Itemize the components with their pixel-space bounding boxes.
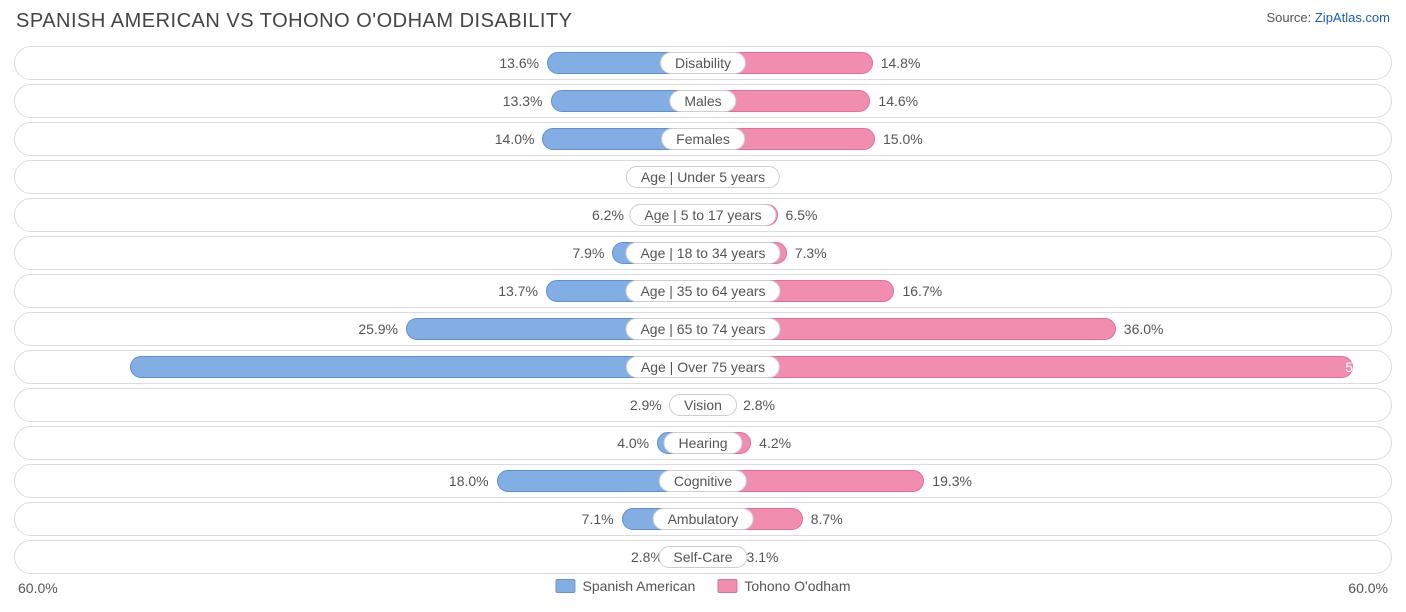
category-label: Age | 18 to 34 years xyxy=(625,242,780,264)
category-label: Hearing xyxy=(663,432,742,454)
category-label: Cognitive xyxy=(659,470,747,492)
category-label: Disability xyxy=(660,52,746,74)
category-label: Age | 35 to 64 years xyxy=(625,280,780,302)
value-left: 50.0% xyxy=(21,359,61,375)
category-label: Males xyxy=(669,90,736,112)
bar-left xyxy=(130,356,703,378)
value-right: 3.1% xyxy=(747,549,779,565)
diverging-bar-chart: 13.6% 14.8% Disability 13.3% 14.6% Males 14.0%… xyxy=(14,46,1392,574)
source-link[interactable]: ZipAtlas.com xyxy=(1315,10,1390,25)
legend-item-right: Tohono O'odham xyxy=(717,578,850,594)
axis-max-left: 60.0% xyxy=(18,580,58,596)
chart-row: 13.6% 14.8% Disability xyxy=(14,46,1392,80)
value-left: 4.0% xyxy=(617,435,649,451)
source-prefix: Source: xyxy=(1266,10,1314,25)
legend-label-right: Tohono O'odham xyxy=(744,578,850,594)
value-left: 6.2% xyxy=(592,207,624,223)
value-right: 2.8% xyxy=(743,397,775,413)
value-left: 13.6% xyxy=(499,55,539,71)
value-right: 19.3% xyxy=(932,473,972,489)
chart-row: 2.9% 2.8% Vision xyxy=(14,388,1392,422)
value-left: 13.3% xyxy=(503,93,543,109)
chart-row: 50.0% 56.7% Age | Over 75 years xyxy=(14,350,1392,384)
legend-swatch-left xyxy=(555,579,575,593)
value-right: 56.7% xyxy=(1345,359,1385,375)
chart-row: 1.1%2.2%Age | Under 5 years xyxy=(14,160,1392,194)
value-left: 7.9% xyxy=(573,245,605,261)
category-label: Self-Care xyxy=(658,546,747,568)
category-label: Ambulatory xyxy=(653,508,754,530)
chart-legend: Spanish American Tohono O'odham xyxy=(555,578,850,594)
category-label: Age | Under 5 years xyxy=(626,166,780,188)
chart-container: SPANISH AMERICAN VS TOHONO O'ODHAM DISAB… xyxy=(0,0,1406,612)
legend-label-left: Spanish American xyxy=(582,578,695,594)
axis-max-right: 60.0% xyxy=(1348,580,1388,596)
chart-row: 2.8%3.1%Self-Care xyxy=(14,540,1392,574)
chart-row: 7.9% 7.3% Age | 18 to 34 years xyxy=(14,236,1392,270)
value-right: 4.2% xyxy=(759,435,791,451)
value-right: 8.7% xyxy=(811,511,843,527)
value-right: 7.3% xyxy=(795,245,827,261)
chart-source: Source: ZipAtlas.com xyxy=(1266,10,1390,25)
category-label: Females xyxy=(661,128,745,150)
chart-row: 7.1% 8.7% Ambulatory xyxy=(14,502,1392,536)
category-label: Age | Over 75 years xyxy=(626,356,780,378)
value-left: 2.9% xyxy=(630,397,662,413)
chart-row: 13.7% 16.7% Age | 35 to 64 years xyxy=(14,274,1392,308)
value-right: 16.7% xyxy=(902,283,942,299)
category-label: Age | 65 to 74 years xyxy=(625,318,780,340)
value-right: 15.0% xyxy=(883,131,923,147)
value-left: 7.1% xyxy=(582,511,614,527)
value-right: 36.0% xyxy=(1124,321,1164,337)
value-right: 14.6% xyxy=(878,93,918,109)
value-right: 14.8% xyxy=(881,55,921,71)
chart-row: 25.9% 36.0% Age | 65 to 74 years xyxy=(14,312,1392,346)
chart-footer: 60.0% Spanish American Tohono O'odham 60… xyxy=(14,578,1392,600)
value-left: 13.7% xyxy=(498,283,538,299)
value-left: 25.9% xyxy=(358,321,398,337)
chart-row: 14.0% 15.0% Females xyxy=(14,122,1392,156)
chart-row: 4.0% 4.2% Hearing xyxy=(14,426,1392,460)
legend-swatch-right xyxy=(717,579,737,593)
category-label: Age | 5 to 17 years xyxy=(629,204,776,226)
chart-row: 18.0% 19.3% Cognitive xyxy=(14,464,1392,498)
chart-title: SPANISH AMERICAN VS TOHONO O'ODHAM DISAB… xyxy=(16,10,572,33)
bar-right xyxy=(703,356,1353,378)
chart-header: SPANISH AMERICAN VS TOHONO O'ODHAM DISAB… xyxy=(14,10,1392,46)
chart-row: 6.2% 6.5% Age | 5 to 17 years xyxy=(14,198,1392,232)
value-right: 6.5% xyxy=(786,207,818,223)
chart-row: 13.3% 14.6% Males xyxy=(14,84,1392,118)
legend-item-left: Spanish American xyxy=(555,578,695,594)
value-left: 18.0% xyxy=(449,473,489,489)
category-label: Vision xyxy=(669,394,737,416)
value-left: 14.0% xyxy=(495,131,535,147)
